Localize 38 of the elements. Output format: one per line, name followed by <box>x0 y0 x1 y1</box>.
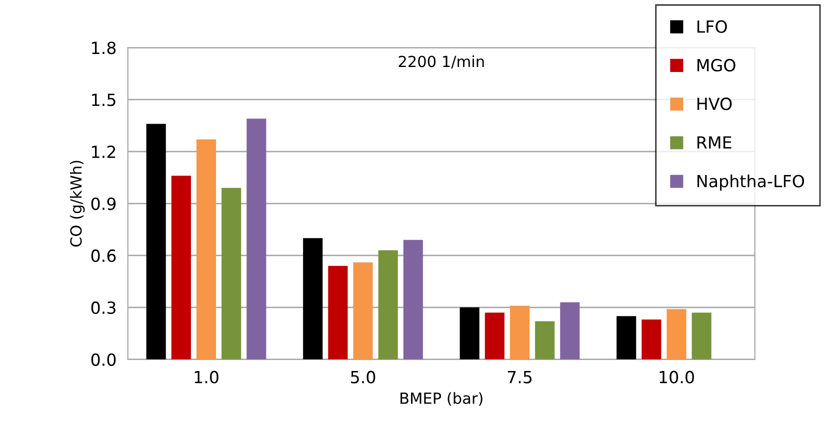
y-tick-label: 0.9 <box>91 197 116 210</box>
bar <box>246 118 266 360</box>
bar <box>535 321 555 360</box>
x-tick-label: 7.5 <box>508 371 532 384</box>
x-axis-title: BMEP (bar) <box>400 392 482 406</box>
legend-label: HVO <box>697 98 732 110</box>
bar <box>460 307 480 360</box>
bar <box>642 320 662 360</box>
bar <box>692 312 712 360</box>
bar <box>378 250 398 360</box>
y-tick-label: 1.8 <box>92 42 116 54</box>
bar <box>560 302 580 360</box>
bar <box>510 306 530 360</box>
x-tick-label: 5.0 <box>351 370 376 384</box>
x-tick-label: 10.0 <box>660 370 694 384</box>
bar <box>484 312 504 360</box>
bar <box>303 238 323 360</box>
legend-label: LFO <box>697 20 727 33</box>
x-tick-label: 1.0 <box>194 370 218 384</box>
bar <box>666 309 686 360</box>
bar <box>353 262 373 360</box>
legend-label: MGO <box>697 58 736 72</box>
legend-label: RME <box>697 136 732 149</box>
bar <box>171 176 191 360</box>
legend-label: Naphtha-LFO <box>697 174 804 191</box>
bar <box>328 266 348 360</box>
chart-title: 2200 1/min <box>398 55 484 68</box>
y-tick-label: 0.6 <box>91 249 116 262</box>
y-tick-label: 0.0 <box>91 353 116 366</box>
y-tick-label: 0.3 <box>91 301 116 314</box>
bar <box>616 316 636 360</box>
y-tick-label: 1.5 <box>92 94 116 106</box>
bar <box>146 124 166 360</box>
y-tick-label: 1.2 <box>92 146 116 158</box>
bar <box>196 139 216 360</box>
y-axis-title: CO (g/kWh) <box>70 160 85 247</box>
bar <box>222 188 242 360</box>
bar <box>403 240 423 360</box>
